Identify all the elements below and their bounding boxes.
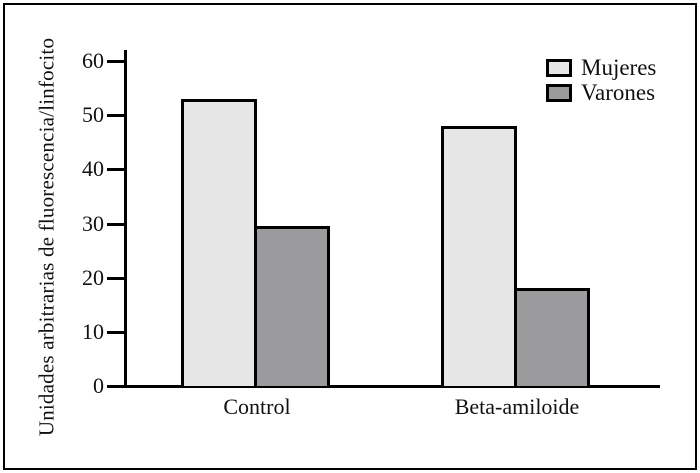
y-tick <box>107 330 125 334</box>
x-category-label: Control <box>223 394 291 419</box>
y-tick <box>107 222 125 226</box>
x-category-label: Beta-amiloide <box>454 394 580 419</box>
y-tick-label: 40 <box>82 156 104 182</box>
bar-mujeres-beta-amiloide <box>441 126 517 386</box>
y-tick-label: 50 <box>82 102 104 128</box>
y-tick-label: 30 <box>82 210 104 236</box>
y-tick <box>107 385 125 388</box>
bar-mujeres-control <box>181 99 257 386</box>
y-tick <box>107 60 125 63</box>
legend-item: Varones <box>546 80 656 105</box>
legend-item: Mujeres <box>546 55 657 80</box>
y-tick <box>107 168 125 172</box>
y-tick-label: 20 <box>82 264 104 290</box>
y-tick-label: 60 <box>82 48 104 73</box>
bar-varones-beta-amiloide <box>514 288 590 386</box>
y-tick-label: 0 <box>93 373 104 398</box>
legend-label: Mujeres <box>581 55 657 80</box>
x-axis-line <box>107 385 660 388</box>
y-tick-label: 10 <box>82 318 104 344</box>
legend-swatch <box>546 83 572 102</box>
legend: Mujeres Varones <box>546 55 657 105</box>
figure-border <box>3 3 697 470</box>
y-tick <box>107 276 125 280</box>
bar-varones-control <box>254 226 330 386</box>
y-tick <box>107 114 125 118</box>
legend-label: Varones <box>581 80 656 105</box>
legend-swatch <box>546 58 572 77</box>
y-axis-line <box>124 50 127 388</box>
